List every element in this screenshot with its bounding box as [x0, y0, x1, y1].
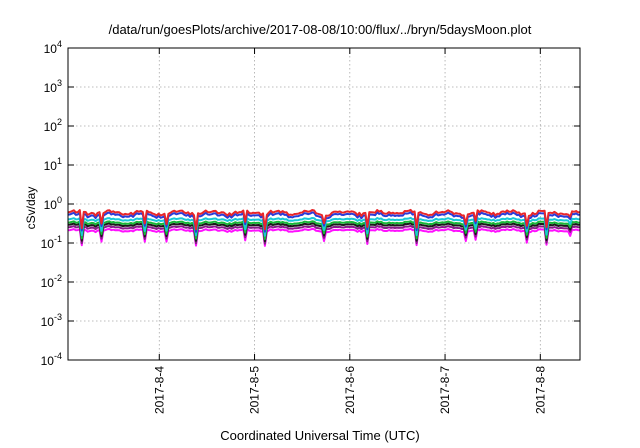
y-tick-label: 10-3 — [41, 312, 62, 329]
y-tick-label: 101 — [44, 156, 62, 173]
series-line-1 — [67, 208, 580, 231]
series-line-5 — [67, 222, 580, 243]
x-axis-label: Coordinated Universal Time (UTC) — [220, 428, 420, 443]
y-tick-label: 104 — [44, 39, 62, 56]
series-line-2 — [67, 211, 580, 233]
x-tick-label: 2017-8-6 — [343, 366, 357, 414]
y-tick-label: 103 — [44, 78, 62, 95]
x-tick-label: 2017-8-8 — [533, 366, 547, 414]
y-tick-label: 10-1 — [41, 234, 62, 251]
y-tick-label: 10-2 — [41, 273, 62, 290]
series-line-3 — [67, 216, 580, 237]
x-tick-label: 2017-8-5 — [248, 366, 262, 414]
series-line-7 — [67, 227, 580, 247]
series-line-4 — [67, 220, 580, 241]
x-tick-label: 2017-8-7 — [438, 366, 452, 414]
y-tick-label: 102 — [44, 117, 62, 134]
chart-title: /data/run/goesPlots/archive/2017-08-08/1… — [108, 22, 532, 37]
plot-border — [67, 47, 581, 361]
x-tick-label: 2017-8-4 — [152, 366, 166, 414]
series-line-6 — [67, 224, 580, 245]
y-tick-label: 100 — [44, 195, 62, 212]
y-tick-label: 10-4 — [41, 351, 62, 368]
